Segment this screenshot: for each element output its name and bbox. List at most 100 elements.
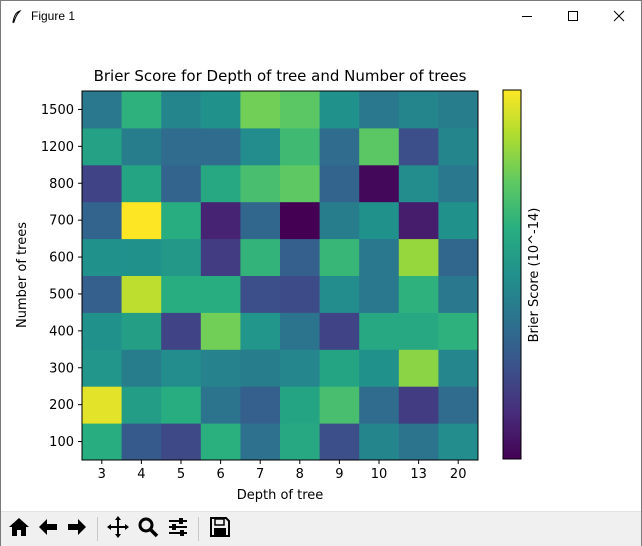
heatmap-cell: [359, 91, 400, 129]
heatmap-cell: [359, 349, 400, 387]
heatmap-cell: [438, 386, 479, 424]
colorbar: [502, 89, 522, 460]
heatmap-cell: [319, 201, 360, 240]
heatmap-cell: [200, 238, 241, 276]
maximize-button[interactable]: [550, 1, 596, 32]
heatmap-cell: [280, 127, 321, 166]
maximize-icon: [567, 7, 579, 26]
heatmap-cell: [240, 91, 281, 129]
heatmap-cell: [161, 386, 202, 424]
heatmap-cell: [82, 127, 123, 166]
heatmap-cell: [82, 201, 123, 240]
heatmap-cell: [280, 275, 321, 313]
heatmap-cell: [438, 127, 479, 166]
heatmap-cell: [319, 312, 360, 350]
heatmap-cell: [82, 164, 123, 203]
feather-icon: [10, 9, 24, 24]
heatmap-cell: [200, 386, 241, 424]
heatmap-cell: [359, 423, 400, 461]
heatmap-cell: [280, 423, 321, 461]
heatmap-cell: [438, 238, 479, 276]
heatmap-cell: [398, 423, 439, 461]
home-button[interactable]: [6, 516, 32, 542]
heatmap-cell: [200, 164, 241, 203]
pan-icon: [106, 515, 130, 543]
heatmap-cell: [240, 349, 281, 387]
heatmap-cell: [398, 275, 439, 313]
x-tick-label: 13: [410, 467, 427, 482]
heatmap-cell: [82, 312, 123, 350]
heatmap-cell: [121, 127, 162, 166]
heatmap-cell: [398, 238, 439, 276]
heatmap-cell: [161, 238, 202, 276]
heatmap-cell: [359, 164, 400, 203]
window-title: Figure 1: [31, 9, 76, 23]
heatmap-cell: [82, 91, 123, 129]
heatmap-cell: [398, 312, 439, 350]
heatmap-cell: [359, 312, 400, 350]
heatmap-cell: [82, 386, 123, 424]
minimize-button[interactable]: [504, 1, 550, 32]
heatmap-cell: [398, 91, 439, 129]
x-axis-label: Depth of tree: [237, 488, 324, 503]
heatmap-cell: [240, 201, 281, 240]
heatmap-cell: [359, 201, 400, 240]
heatmap-cell: [438, 201, 479, 240]
heatmap-cell: [82, 423, 123, 461]
heatmap-cell: [240, 423, 281, 461]
back-arrow-icon: [37, 516, 59, 542]
heatmap-cell: [161, 349, 202, 387]
plot-frame: [81, 90, 479, 461]
heatmap-cell: [82, 275, 123, 313]
heatmap-cell: [121, 201, 162, 240]
x-tick-label: 8: [296, 467, 304, 482]
heatmap-cell: [82, 349, 123, 387]
heatmap-cell: [161, 201, 202, 240]
heatmap-cell: [121, 238, 162, 276]
configure-subplots-icon: [167, 516, 189, 542]
save-icon: [209, 516, 231, 542]
heatmap-cell: [240, 275, 281, 313]
heatmap-cell: [398, 164, 439, 203]
heatmap-cell: [121, 386, 162, 424]
x-tick-label: 20: [450, 467, 467, 482]
close-icon: [613, 7, 625, 26]
heatmap-chart: Brier Score for Depth of tree and Number…: [15, 67, 542, 503]
zoom-icon: [137, 516, 159, 542]
heatmap-cell: [319, 127, 360, 166]
heatmap-cell: [359, 386, 400, 424]
heatmap-cell: [200, 127, 241, 166]
heatmap-cell: [280, 238, 321, 276]
heatmap-cell: [280, 91, 321, 129]
heatmap-cell: [280, 201, 321, 240]
heatmap-cell: [200, 423, 241, 461]
minimize-icon: [521, 7, 533, 26]
heatmap-cell: [161, 275, 202, 313]
zoom-button[interactable]: [135, 516, 161, 542]
heatmap-cell: [319, 349, 360, 387]
configure-subplots-button[interactable]: [165, 516, 191, 542]
heatmap-cell: [200, 349, 241, 387]
close-button[interactable]: [596, 1, 642, 32]
figure-canvas[interactable]: Brier Score for Depth of tree and Number…: [1, 32, 641, 511]
title-bar[interactable]: Figure 1: [1, 1, 641, 32]
heatmap-cell: [200, 91, 241, 129]
x-tick-label: 10: [371, 467, 388, 482]
save-button[interactable]: [207, 516, 233, 542]
heatmap-cell: [240, 312, 281, 350]
heatmap-cell: [319, 423, 360, 461]
heatmap-cell: [359, 238, 400, 276]
heatmap-cell: [161, 423, 202, 461]
back-button[interactable]: [35, 516, 61, 542]
home-icon: [7, 516, 31, 542]
forward-arrow-icon: [66, 516, 88, 542]
pan-button[interactable]: [105, 516, 131, 542]
forward-button[interactable]: [64, 516, 90, 542]
heatmap-cell: [161, 164, 202, 203]
heatmap-cell: [161, 127, 202, 166]
heatmap-cell: [240, 238, 281, 276]
y-tick-label: 1200: [41, 140, 74, 155]
heatmap-cell: [240, 386, 281, 424]
heatmap-cell: [398, 127, 439, 166]
